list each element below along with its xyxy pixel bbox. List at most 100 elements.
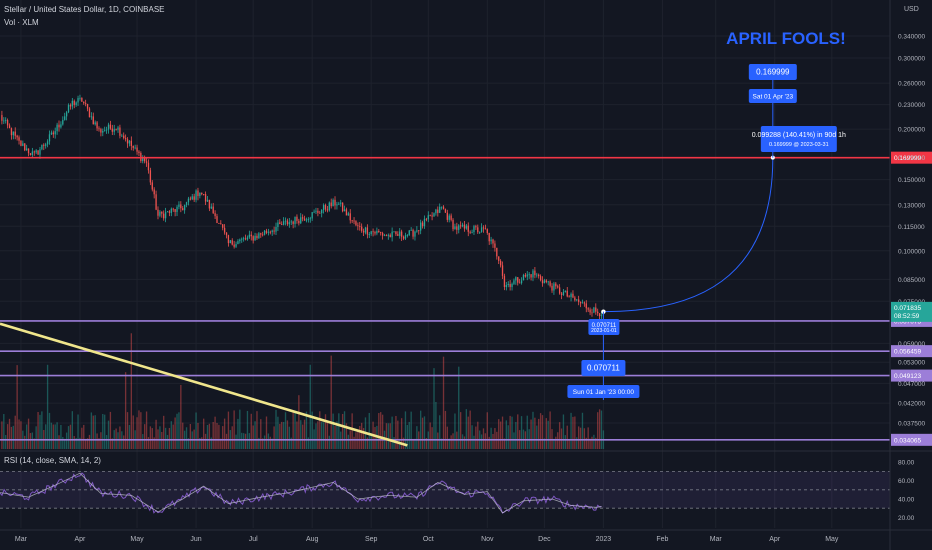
volume-bar	[260, 419, 262, 449]
projection-curve[interactable]	[603, 157, 774, 313]
candle-body	[185, 202, 188, 205]
volume-bar	[86, 438, 89, 449]
candle-body	[71, 100, 73, 107]
candle-body	[381, 233, 384, 236]
trendline[interactable]	[0, 322, 408, 447]
volume-bar	[467, 416, 469, 449]
volume-bar	[277, 416, 279, 449]
volume-bar	[128, 424, 131, 449]
candle-body	[48, 134, 51, 142]
candle-body	[134, 147, 136, 149]
volume-bar	[336, 421, 338, 449]
candle-body	[172, 208, 174, 210]
volume-bar	[206, 424, 209, 449]
candle-body	[341, 202, 344, 212]
volume-bar	[597, 412, 599, 449]
candle-body	[212, 206, 214, 214]
target-date-box-text: Sat 01 Apr '23	[753, 94, 794, 101]
candle-body	[46, 141, 49, 145]
candle-body	[334, 199, 336, 206]
measure-box[interactable]	[760, 126, 837, 152]
volume-bar	[503, 438, 506, 449]
candle-body	[222, 224, 224, 228]
candle-body	[246, 237, 249, 240]
volume-bar	[284, 412, 287, 449]
price-axis-label: 0.200000	[898, 127, 925, 134]
projection-start-point[interactable]	[601, 309, 606, 314]
price-axis-label: 0.340000	[898, 34, 925, 41]
volume-bar	[220, 438, 222, 449]
candle-body	[262, 234, 264, 236]
target-price-box[interactable]	[748, 64, 797, 80]
volume-bar	[355, 432, 357, 449]
candle-body	[191, 196, 193, 200]
volume-bar	[5, 434, 7, 449]
start-date-box[interactable]	[567, 385, 640, 398]
level-price-label: 0.169999	[894, 155, 921, 162]
candle-body	[128, 140, 131, 144]
candle-body	[397, 234, 399, 236]
candle-body	[492, 239, 494, 244]
candle-body	[562, 291, 565, 295]
volume-bar	[420, 410, 422, 449]
candle-body	[349, 213, 351, 221]
candle-body	[138, 151, 140, 153]
candle-body	[440, 206, 443, 208]
time-axis[interactable]: Mar Apr May Jun Jul Aug Sep Oct Nov Dec 2023 Feb Mar…	[15, 536, 839, 543]
price-axis-label: 0.047000	[898, 381, 925, 388]
rsi-axis-label: 20.00	[898, 515, 915, 522]
volume-bar	[62, 436, 64, 449]
volume-bar	[98, 438, 100, 449]
candle-body	[448, 215, 450, 220]
start-price-box[interactable]	[581, 360, 626, 376]
volume-bar	[195, 412, 197, 449]
candle-body	[33, 151, 35, 153]
volume-bar	[330, 355, 332, 449]
level-price-tag	[891, 345, 932, 358]
candle-body	[37, 150, 39, 155]
projection-drawing[interactable]: 0.169999 Sat 01 Apr '23 0.099288 (140.41%)…	[567, 64, 846, 400]
current-price-tag	[891, 301, 932, 322]
candle-body	[589, 309, 591, 313]
volume-bar	[300, 420, 302, 449]
price-axis[interactable]: 0.340000 0.300000 0.260000 0.230000 0.200000…	[889, 0, 932, 550]
volume-bar	[136, 417, 138, 449]
candle-body	[311, 212, 313, 219]
trendline-segment[interactable]	[0, 322, 408, 447]
candle-body	[258, 233, 260, 239]
volume-bar	[189, 423, 192, 449]
candle-body	[461, 224, 464, 227]
candle-body	[328, 202, 330, 211]
candle-body	[170, 208, 172, 213]
volume-bar	[39, 414, 41, 449]
target-price-box-text: 0.169999	[756, 68, 790, 77]
target-date-box[interactable]	[748, 89, 797, 103]
volume-bar	[465, 409, 468, 449]
candle-body	[79, 97, 81, 99]
candle-body	[25, 148, 28, 151]
candle-body	[543, 280, 546, 284]
candle-body	[121, 135, 123, 137]
volume-bar	[437, 432, 439, 449]
candle-body	[256, 235, 258, 239]
volume-bar	[507, 425, 509, 449]
volume-bar	[81, 427, 83, 449]
volume-bar	[244, 433, 247, 449]
volume-bar	[79, 437, 81, 449]
candle-body	[235, 244, 237, 247]
volume-bar	[536, 425, 538, 449]
candle-body	[412, 229, 414, 237]
start-price-small-box[interactable]	[588, 319, 620, 335]
volume-bar	[408, 421, 410, 449]
volume-bar	[366, 437, 369, 449]
volume-bar	[282, 421, 285, 449]
volume-bar	[292, 410, 294, 449]
volume-bar	[578, 426, 580, 449]
volume-bar	[239, 409, 241, 449]
candle-body	[242, 238, 245, 240]
volume-bar	[492, 433, 494, 449]
volume-bar	[538, 418, 540, 449]
candle-body	[395, 231, 397, 235]
volume-bar	[444, 410, 447, 449]
